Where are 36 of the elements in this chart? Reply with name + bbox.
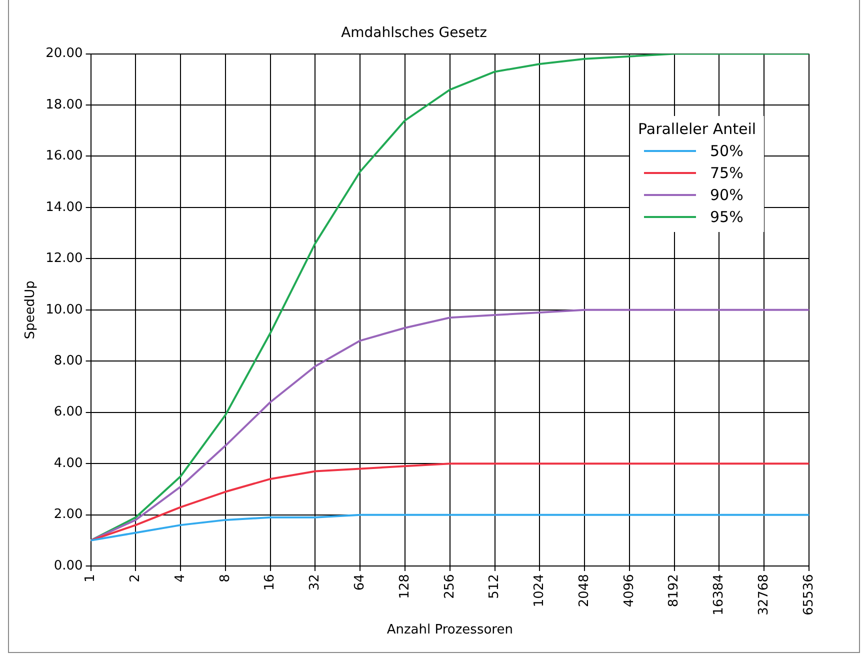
x-tick-label: 256 [442, 574, 458, 599]
y-tick-label: 18.00 [46, 97, 83, 112]
y-axis-title: SpeedUp [23, 280, 38, 340]
y-tick-label: 10.00 [46, 302, 83, 318]
y-tick-label: 2.00 [54, 507, 83, 522]
chart-title: Amdahlsches Gesetz [341, 25, 487, 42]
x-tick-label: 1 [83, 574, 98, 582]
y-tick-label: 0.00 [54, 558, 83, 574]
y-tick-label: 16.00 [46, 148, 83, 164]
x-tick-label: 2048 [576, 574, 592, 608]
x-tick-label: 1024 [532, 574, 548, 608]
x-tick-label: 4 [172, 574, 188, 582]
x-tick-label: 16384 [712, 574, 727, 616]
x-tick-label: 8 [218, 574, 233, 582]
x-tick-label: 512 [487, 574, 502, 599]
x-tick-label: 4096 [622, 574, 637, 608]
y-tick-label: 8.00 [54, 354, 83, 369]
legend-title: Paralleler Anteil [638, 120, 756, 138]
y-tick-label: 14.00 [46, 200, 83, 215]
legend-label: 95% [710, 208, 744, 226]
x-tick-label: 32 [308, 574, 323, 591]
y-tick-label: 4.00 [54, 456, 83, 471]
x-tick-label: 64 [352, 574, 368, 591]
legend-label: 75% [710, 164, 744, 182]
legend-label: 50% [710, 142, 744, 160]
x-tick-label: 128 [397, 574, 412, 599]
legend-label: 90% [710, 186, 744, 204]
x-tick-label: 8192 [666, 574, 682, 608]
y-tick-label: 20.00 [46, 46, 83, 62]
x-tick-label: 2 [128, 574, 144, 582]
y-tick-label: 12.00 [46, 251, 83, 266]
x-axis-title: Anzahl Prozessoren [386, 622, 513, 638]
x-tick-label: 65536 [801, 574, 816, 616]
y-tick-label: 6.00 [54, 404, 83, 420]
x-tick-label: 16 [262, 574, 278, 591]
x-tick-label: 32768 [756, 574, 772, 616]
